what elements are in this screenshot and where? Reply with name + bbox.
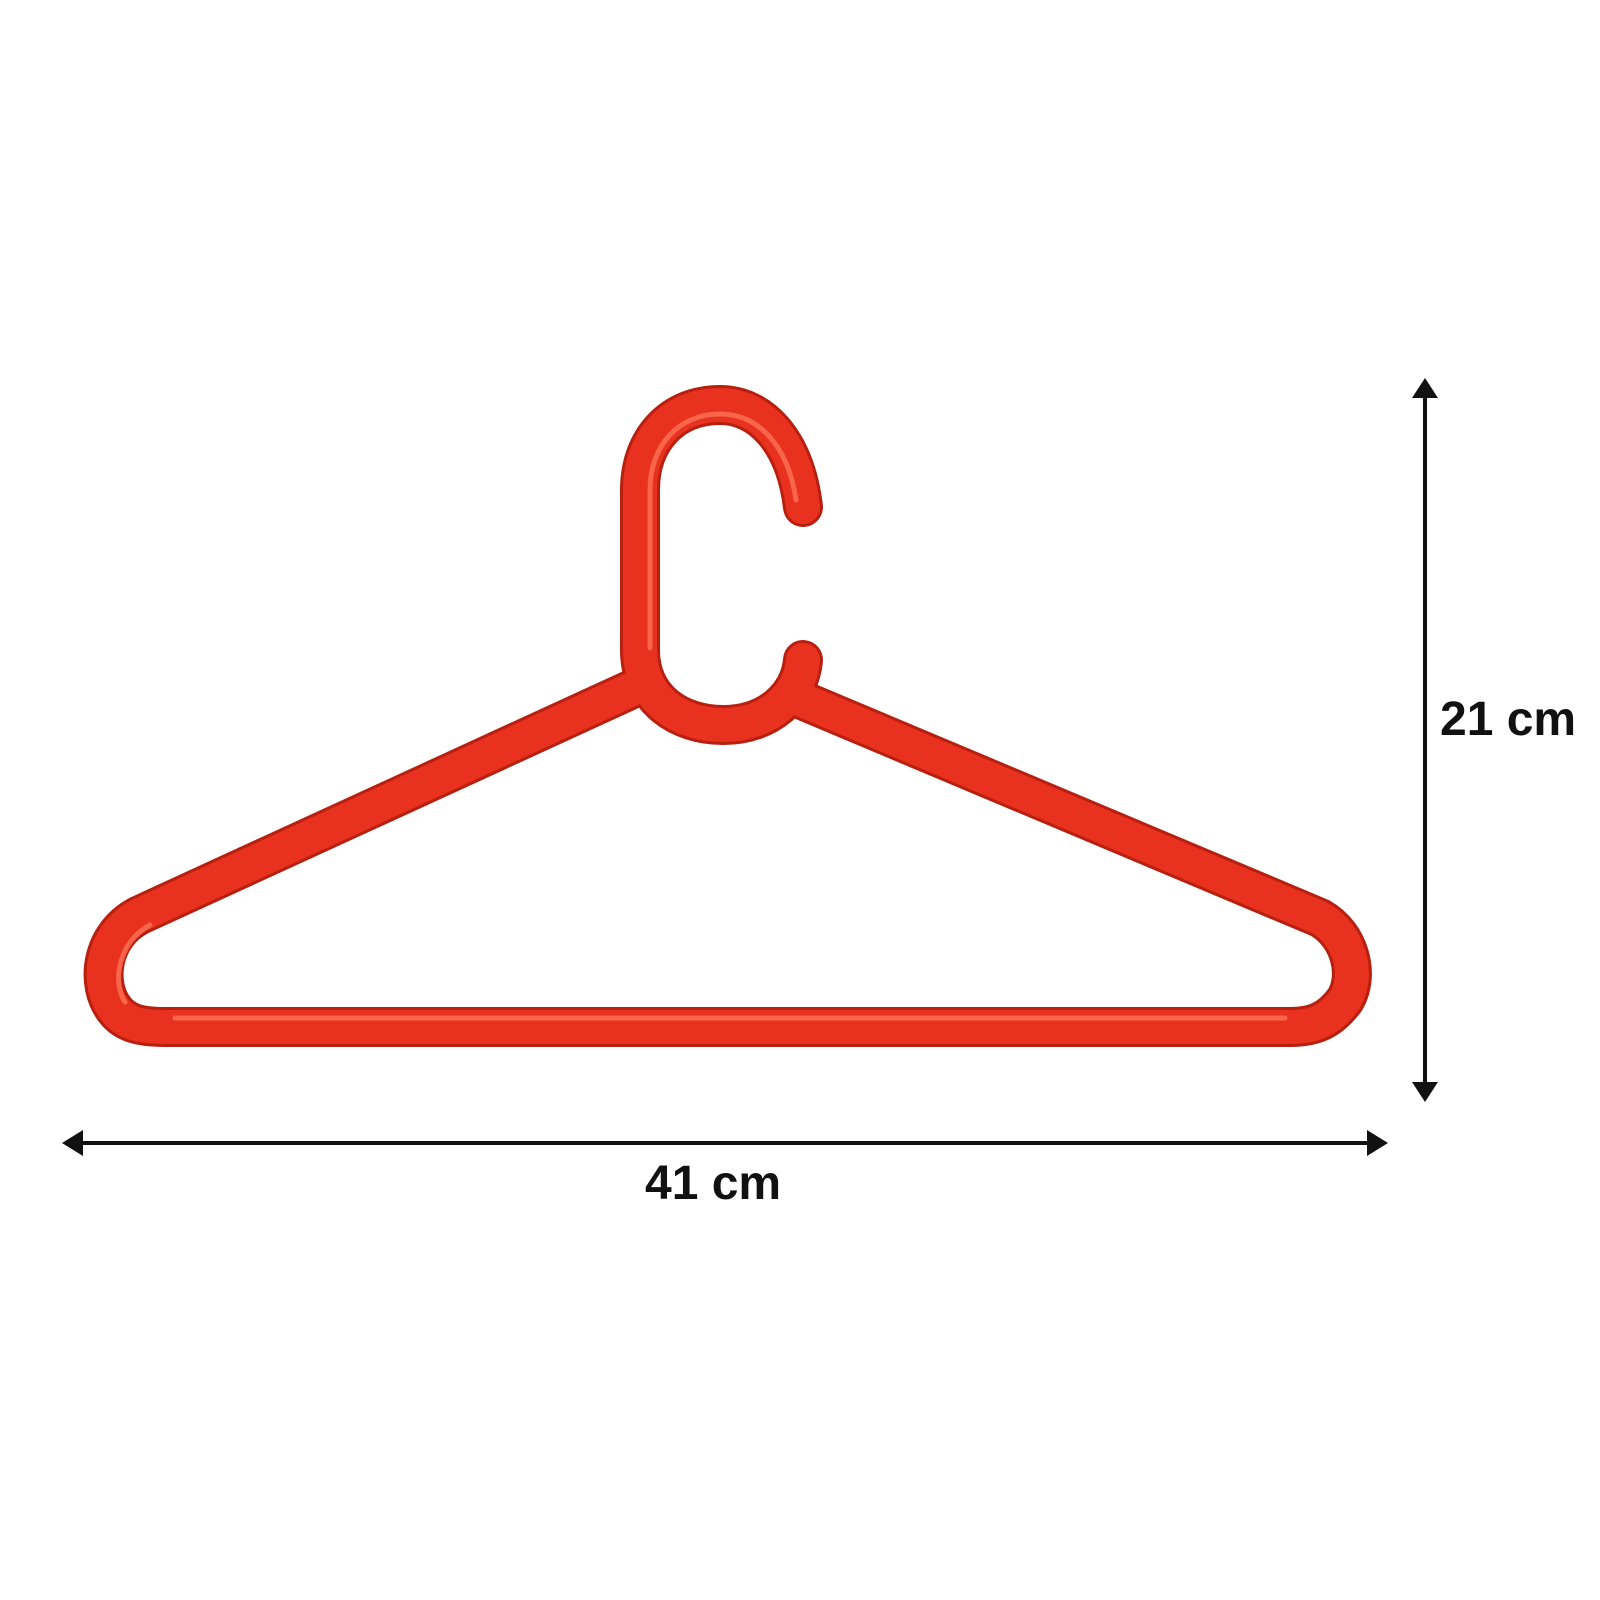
clothes-hanger-icon [83, 385, 1372, 1047]
hanger-body [86, 388, 1369, 1044]
width-dimension-arrow [62, 1130, 1388, 1156]
height-dimension-arrow [1412, 378, 1438, 1102]
width-label: 41 cm [645, 1157, 782, 1210]
arrow-left-icon [62, 1130, 83, 1156]
arrow-down-icon [1412, 1082, 1438, 1102]
arrow-up-icon [1412, 378, 1438, 398]
hanger-highlight [116, 411, 1288, 1021]
height-label: 21 cm [1440, 693, 1577, 746]
arrow-right-icon [1367, 1130, 1388, 1156]
